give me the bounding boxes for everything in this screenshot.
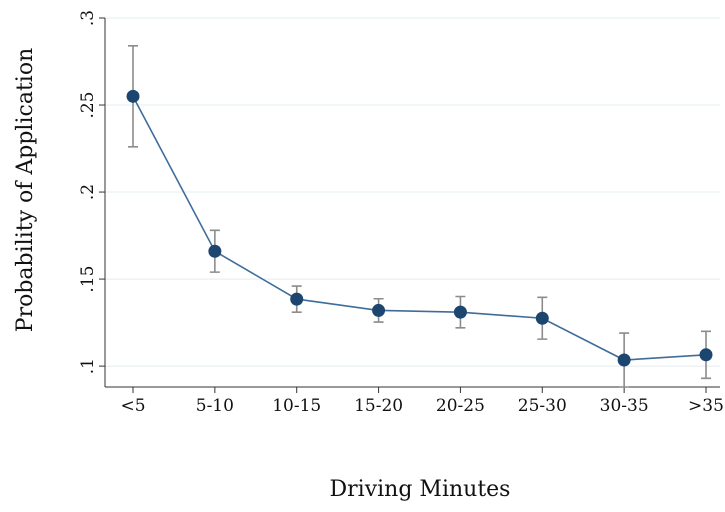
point [208,244,222,258]
y-tick-label: .25 [78,92,98,119]
point [535,311,549,325]
point [290,292,304,306]
x-tick-label: 10-15 [272,396,321,416]
x-tick-label: 25-30 [518,396,567,416]
y-tick-label: .3 [78,10,98,26]
point [453,305,467,319]
x-tick-label: 5-10 [196,396,234,416]
x-tick-label: 20-25 [436,396,485,416]
y-tick-label: .1 [78,358,98,374]
point [126,89,140,103]
x-tick-label: >35 [688,396,724,416]
x-axis-title: Driving Minutes [330,477,511,502]
point [699,348,713,362]
y-axis-title: Probability of Application [13,48,38,332]
line [132,95,707,361]
y-tick-label: .2 [78,184,98,200]
y-tick-label: .15 [78,266,98,293]
point [372,303,386,317]
x-tick-label: <5 [120,396,145,416]
x-tick-label: 15-20 [354,396,403,416]
point [617,353,631,367]
x-tick-label: 30-35 [600,396,649,416]
